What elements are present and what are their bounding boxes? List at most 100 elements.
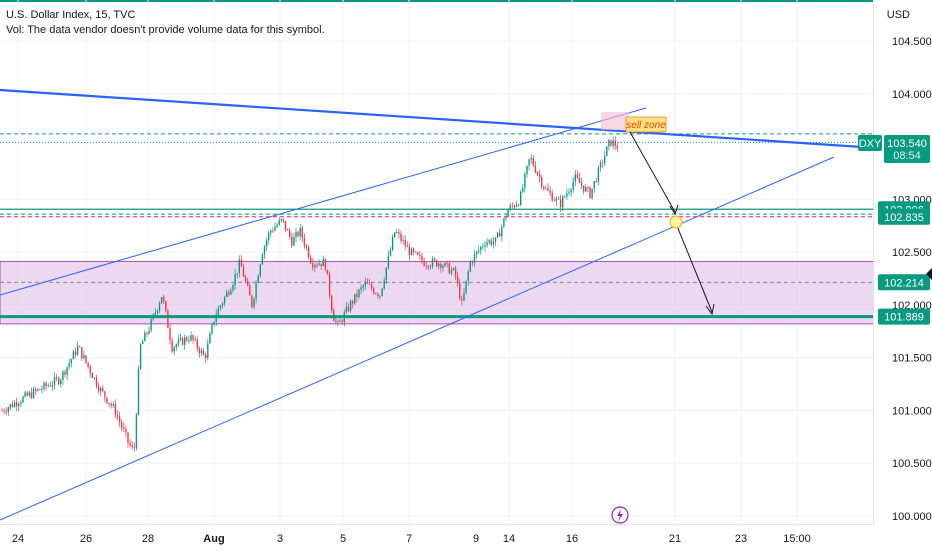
candle-body — [253, 298, 255, 307]
candle-body — [463, 292, 465, 301]
candle-body — [612, 140, 614, 146]
candle-body — [557, 198, 560, 200]
candle-body — [34, 389, 37, 391]
candle-body — [375, 293, 377, 295]
price-axis[interactable] — [873, 0, 932, 525]
candle-body — [335, 320, 337, 322]
candle-body — [13, 402, 16, 407]
candle-body — [144, 332, 146, 342]
candle-body — [93, 377, 96, 379]
chart-legend: U.S. Dollar Index, 15, TVC Vol: The data… — [6, 8, 325, 38]
candle-body — [394, 232, 396, 238]
candle-body — [444, 262, 446, 267]
arrow-segment-2 — [676, 225, 713, 313]
candle-body — [585, 187, 587, 192]
candle-body — [137, 368, 140, 415]
candle-body — [240, 259, 243, 267]
candle-body — [139, 344, 142, 369]
candle-body — [484, 245, 486, 247]
candle-body — [314, 265, 316, 268]
candle-body — [169, 328, 171, 341]
candle-body — [545, 188, 547, 190]
candle-body — [356, 293, 358, 297]
candle-body — [154, 312, 156, 315]
candle-body — [163, 296, 165, 302]
candle-body — [320, 263, 322, 267]
candle-body — [352, 301, 354, 304]
candle-body — [156, 310, 159, 313]
candle-body — [295, 231, 297, 238]
candle-body — [200, 350, 203, 354]
candle-body — [408, 246, 411, 256]
candle-body — [471, 261, 474, 263]
candle-body — [322, 259, 324, 267]
arrow-segment-1 — [629, 131, 676, 213]
candle-body — [383, 280, 385, 289]
candle-body — [511, 205, 513, 207]
candle-body — [442, 266, 444, 269]
candle-body — [385, 267, 387, 281]
currency-label[interactable]: USD — [886, 9, 910, 21]
candle-body — [125, 429, 127, 433]
candle-body — [1, 410, 3, 412]
candle-body — [362, 285, 364, 288]
candle-body — [354, 293, 356, 304]
candle-body — [478, 250, 480, 252]
candle-body — [244, 276, 247, 282]
arrow-head-icon — [705, 303, 715, 316]
candle-body — [265, 240, 268, 247]
candle-body — [135, 414, 138, 448]
candle-body — [7, 407, 9, 412]
candle-body — [377, 293, 379, 297]
candle-body — [528, 159, 530, 166]
candle-body — [291, 236, 293, 246]
candle-body — [293, 237, 295, 246]
candle-body — [202, 350, 205, 355]
symbol-title: U.S. Dollar Index, 15, TVC — [6, 9, 136, 21]
candle-body — [234, 273, 236, 286]
candle-body — [431, 258, 434, 267]
candle-body — [238, 259, 240, 274]
sell-zone-label: sell zone — [626, 120, 666, 131]
candle-body — [249, 285, 251, 296]
candle-body — [312, 263, 314, 268]
candle-body — [583, 185, 585, 192]
candle-body — [536, 172, 539, 175]
candle-body — [505, 217, 507, 219]
candle-body — [425, 265, 427, 267]
candle-body — [599, 162, 602, 168]
candle-body — [507, 209, 509, 218]
candle-body — [534, 165, 537, 173]
candle-body — [49, 385, 51, 387]
candle-body — [303, 237, 306, 246]
candle-body — [133, 447, 135, 448]
candle-body — [190, 335, 192, 341]
candle-body — [368, 283, 371, 285]
candle-body — [108, 403, 110, 405]
candle-body — [459, 282, 461, 299]
candle-body — [11, 404, 14, 407]
candle-body — [70, 359, 72, 364]
candle-body — [45, 382, 47, 387]
candle-body — [423, 260, 425, 266]
candle-body — [242, 266, 245, 277]
target-marker — [669, 215, 683, 229]
candle-body — [520, 192, 522, 206]
candle-body — [568, 192, 570, 194]
candle-body — [213, 321, 215, 325]
candle-body — [72, 351, 75, 360]
candle-body — [503, 218, 505, 227]
candle-body — [597, 167, 600, 182]
candle-body — [364, 281, 366, 286]
candle-body — [465, 280, 467, 293]
candle-body — [347, 306, 350, 311]
time-axis[interactable] — [0, 524, 874, 550]
candle-body — [457, 275, 459, 283]
candle-body — [85, 355, 87, 363]
candle-body — [517, 204, 520, 206]
candle-body — [562, 196, 564, 208]
candle-body — [461, 298, 463, 301]
candle-body — [574, 174, 576, 182]
